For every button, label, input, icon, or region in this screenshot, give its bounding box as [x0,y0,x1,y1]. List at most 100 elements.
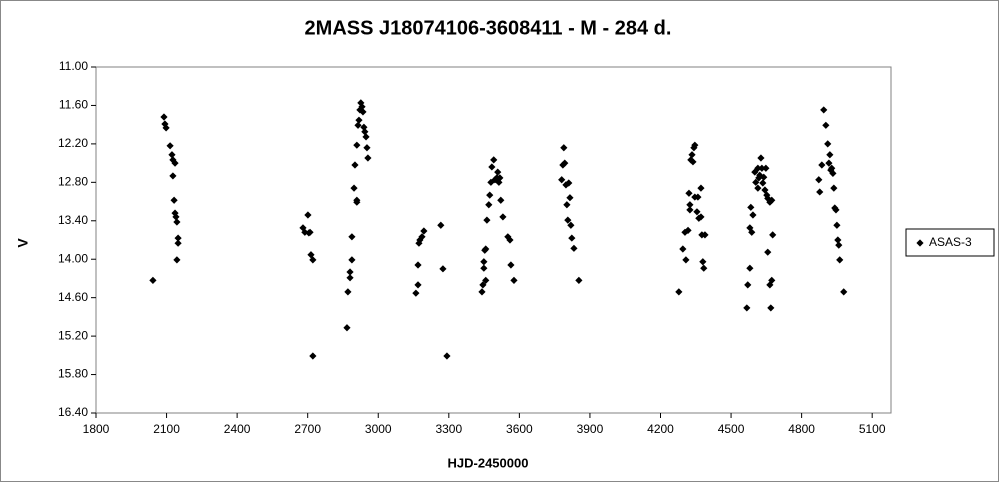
data-point [306,228,314,236]
data-point [840,288,848,296]
data-point [701,231,709,239]
data-point [697,184,705,192]
data-point [174,239,182,247]
data-point [752,178,760,186]
data-point [688,151,696,159]
data-point [168,151,176,159]
data-point [815,176,823,184]
data-point [479,281,487,289]
data-point [353,196,361,204]
x-tick-label: 3900 [577,422,604,436]
data-point [497,196,505,204]
data-point [820,106,828,114]
data-point [754,164,762,172]
data-point [170,196,178,204]
data-point [494,168,502,176]
data-point [746,224,754,232]
x-tick-label: 3300 [435,422,462,436]
data-point [510,276,518,284]
data-point [499,213,507,221]
data-point [691,141,699,149]
data-point [685,189,693,197]
data-point [748,228,756,236]
data-point [437,221,445,229]
data-point [768,196,776,204]
x-tick-label: 4800 [788,422,815,436]
data-point [686,201,694,209]
data-point [169,172,177,180]
data-point [351,161,359,169]
data-point [833,221,841,229]
data-point [563,201,571,209]
plot-area [95,66,892,414]
data-point [564,216,572,224]
data-point [354,121,362,129]
data-point [746,264,754,272]
data-point [439,265,447,273]
y-tick-label: 15.80 [58,367,88,381]
data-point [822,121,830,129]
x-tick-label: 4200 [647,422,674,436]
y-tick-label: 15.20 [58,328,88,342]
data-point [414,261,422,269]
data-point [507,261,515,269]
data-point [818,161,826,169]
data-point [506,236,514,244]
y-tick-label: 16.40 [58,405,88,419]
data-point [825,159,833,167]
data-point [486,191,494,199]
data-point [478,288,486,296]
data-point [682,256,690,264]
data-point [743,304,751,312]
legend-label: ASAS-3 [929,235,972,249]
data-point [162,124,170,132]
data-point [346,268,354,276]
data-point [358,103,366,111]
data-point [304,211,312,219]
data-point [362,133,370,141]
data-point [762,164,770,172]
data-point [565,179,573,187]
data-point [700,264,708,272]
data-point [488,163,496,171]
data-point [348,256,356,264]
data-point [697,213,705,221]
data-point [353,141,361,149]
data-point [744,281,752,289]
data-point [832,206,840,214]
data-point [363,144,371,152]
chart-title: 2MASS J18074106-3608411 - M - 284 d. [305,17,672,39]
x-tick-label: 5100 [859,422,886,436]
x-tick-label: 2400 [224,422,251,436]
data-point [495,178,503,186]
data-point [480,258,488,266]
data-point [568,234,576,242]
data-point [684,226,692,234]
y-tick-label: 14.60 [58,290,88,304]
data-point [350,184,358,192]
data-point [504,233,512,241]
legend-marker [916,239,924,247]
data-point [675,288,683,296]
data-point [174,234,182,242]
y-tick-label: 13.40 [58,213,88,227]
data-point [348,233,356,241]
data-point [412,289,420,297]
y-tick-label: 12.80 [58,175,88,189]
y-tick-label: 14.00 [58,251,88,265]
data-point [443,352,451,360]
data-point [829,169,837,177]
data-point [482,245,490,253]
data-point [768,276,776,284]
data-point [149,276,157,284]
data-point [346,274,354,282]
y-tick-label: 11.60 [59,98,88,112]
data-point [764,194,772,202]
y-tick-label: 11.00 [59,59,88,73]
data-point [558,176,566,184]
data-point [309,352,317,360]
data-point [769,231,777,239]
data-point [414,281,422,289]
data-point [575,276,583,284]
